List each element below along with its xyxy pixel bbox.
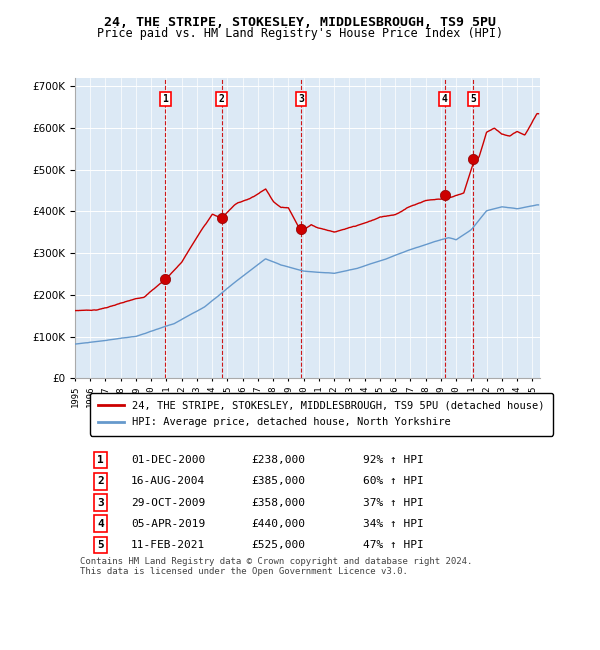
Legend: 24, THE STRIPE, STOKESLEY, MIDDLESBROUGH, TS9 5PU (detached house), HPI: Average: 24, THE STRIPE, STOKESLEY, MIDDLESBROUGH… — [89, 393, 553, 436]
Text: 4: 4 — [97, 519, 104, 529]
Text: 92% ↑ HPI: 92% ↑ HPI — [364, 455, 424, 465]
Text: 5: 5 — [470, 94, 476, 104]
Text: £238,000: £238,000 — [252, 455, 306, 465]
Text: 05-APR-2019: 05-APR-2019 — [131, 519, 205, 529]
Text: 2: 2 — [219, 94, 224, 104]
Text: 01-DEC-2000: 01-DEC-2000 — [131, 455, 205, 465]
Text: 37% ↑ HPI: 37% ↑ HPI — [364, 497, 424, 508]
Text: 47% ↑ HPI: 47% ↑ HPI — [364, 540, 424, 550]
Point — [217, 213, 226, 223]
Text: 34% ↑ HPI: 34% ↑ HPI — [364, 519, 424, 529]
Text: 24, THE STRIPE, STOKESLEY, MIDDLESBROUGH, TS9 5PU: 24, THE STRIPE, STOKESLEY, MIDDLESBROUGH… — [104, 16, 496, 29]
Text: 3: 3 — [97, 497, 104, 508]
Text: £440,000: £440,000 — [252, 519, 306, 529]
Text: Price paid vs. HM Land Registry's House Price Index (HPI): Price paid vs. HM Land Registry's House … — [97, 27, 503, 40]
Text: £525,000: £525,000 — [252, 540, 306, 550]
Text: 1: 1 — [163, 94, 168, 104]
Point — [440, 190, 449, 200]
Text: 3: 3 — [298, 94, 304, 104]
Text: 11-FEB-2021: 11-FEB-2021 — [131, 540, 205, 550]
Point — [469, 154, 478, 164]
Point — [160, 274, 170, 284]
Text: 2: 2 — [97, 476, 104, 486]
Point — [296, 224, 306, 234]
Text: £385,000: £385,000 — [252, 476, 306, 486]
Text: 5: 5 — [97, 540, 104, 550]
Text: 16-AUG-2004: 16-AUG-2004 — [131, 476, 205, 486]
Text: 1: 1 — [97, 455, 104, 465]
Text: Contains HM Land Registry data © Crown copyright and database right 2024.
This d: Contains HM Land Registry data © Crown c… — [80, 556, 472, 576]
Text: £358,000: £358,000 — [252, 497, 306, 508]
Text: 60% ↑ HPI: 60% ↑ HPI — [364, 476, 424, 486]
Text: 4: 4 — [442, 94, 448, 104]
Text: 29-OCT-2009: 29-OCT-2009 — [131, 497, 205, 508]
